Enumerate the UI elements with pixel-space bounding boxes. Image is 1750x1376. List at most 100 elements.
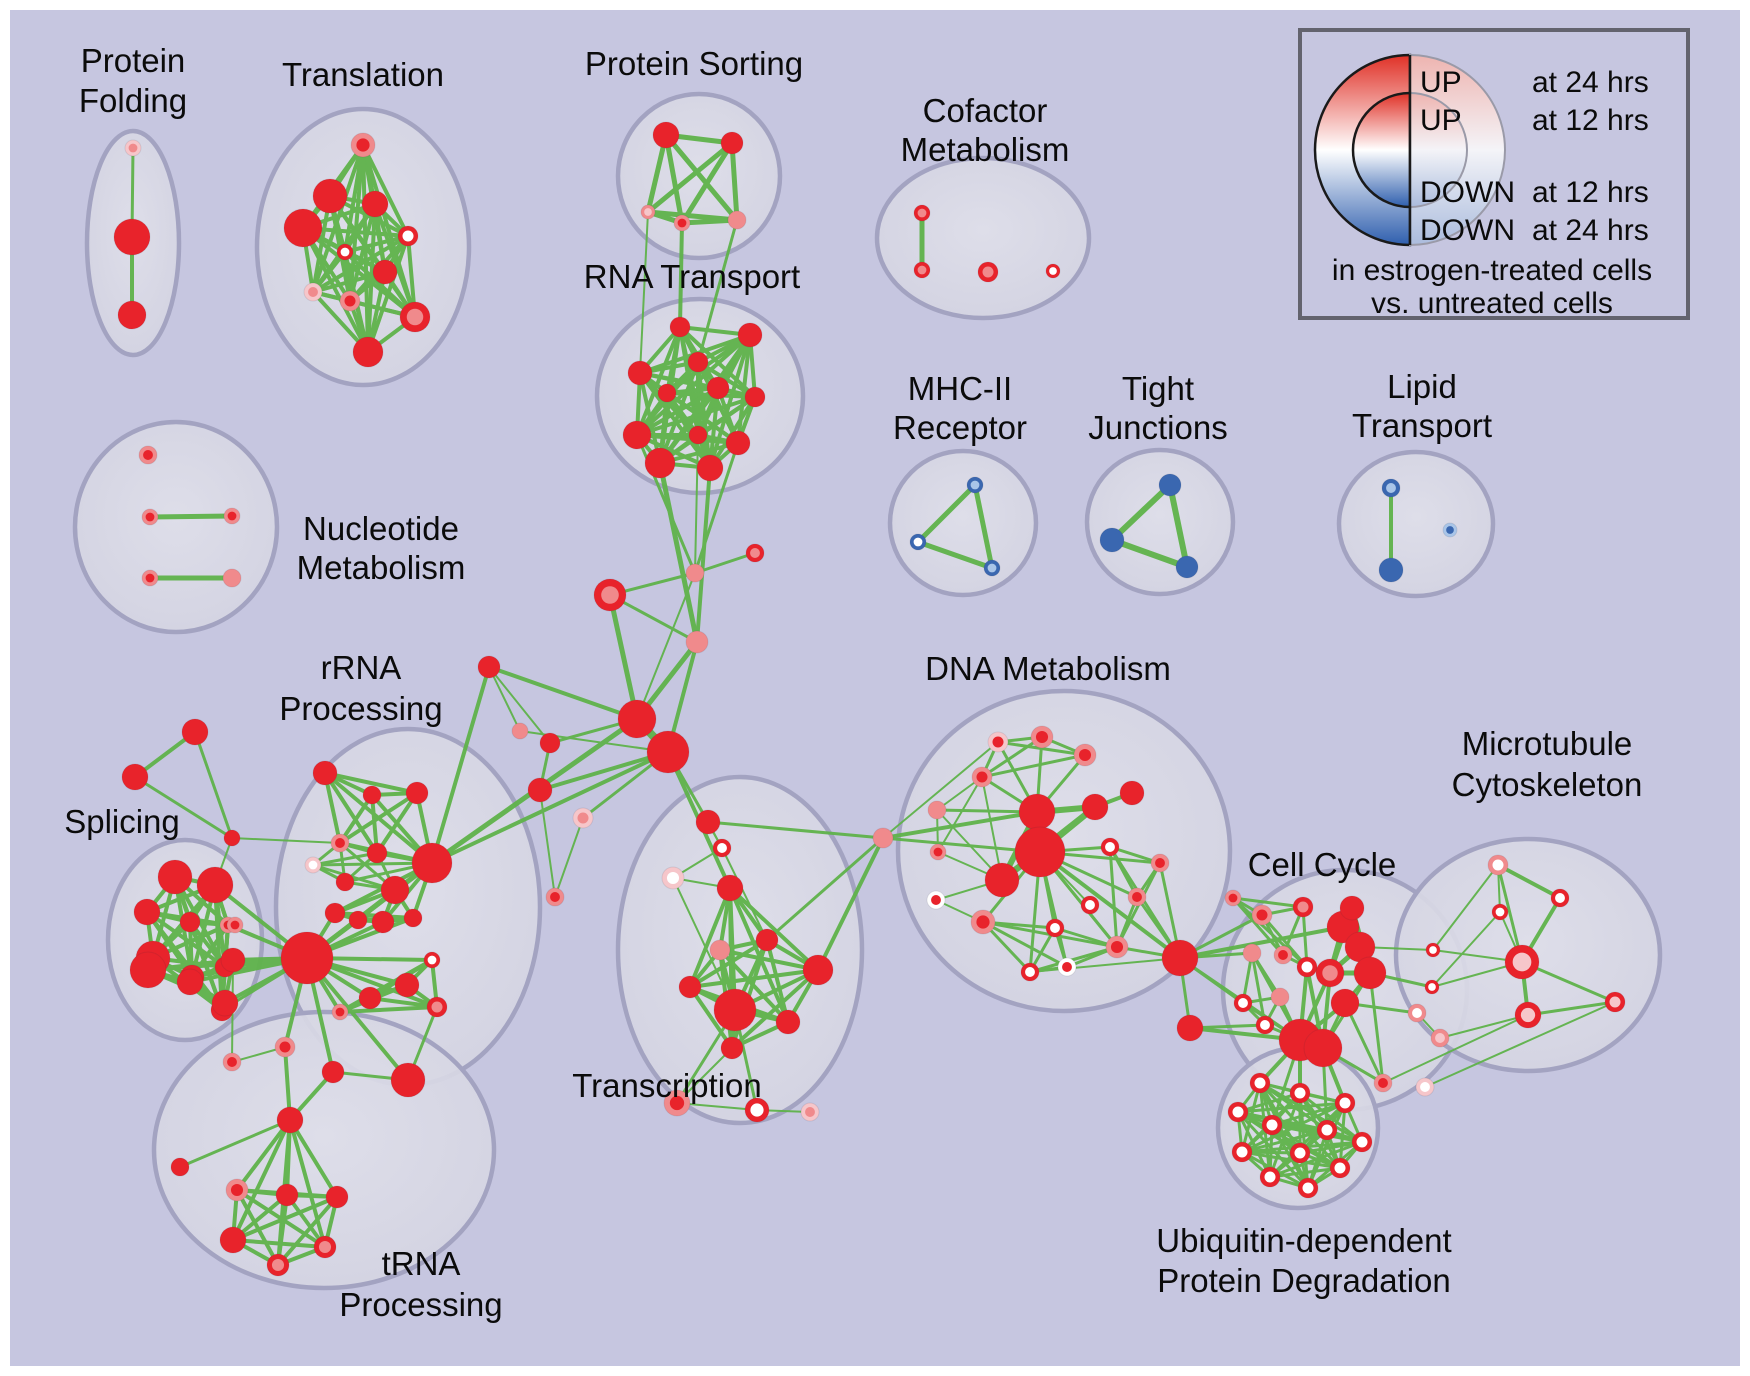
gene-node: [1249, 1072, 1271, 1094]
edge: [915, 482, 978, 545]
edge: [721, 847, 768, 941]
edge: [538, 750, 670, 792]
gene-node: [1289, 1142, 1311, 1164]
gene-node: [1081, 793, 1109, 821]
edge: [1496, 863, 1562, 900]
gene-node: [266, 1253, 290, 1277]
gene-node: [687, 351, 709, 373]
edge: [193, 730, 234, 840]
edge: [693, 551, 757, 575]
gene-node: [744, 386, 766, 408]
gene-node: [312, 760, 338, 786]
gene-node: [222, 1052, 242, 1072]
edge: [338, 793, 374, 845]
gene-node: [706, 376, 730, 400]
gene-node: [663, 1089, 691, 1117]
cluster-label-nucleotide-metabolism: Metabolism: [297, 549, 466, 586]
edge: [645, 132, 669, 215]
gene-node: [138, 445, 158, 465]
edge: [688, 968, 820, 989]
cluster-label-cofactor-metabolism: Metabolism: [901, 131, 1070, 168]
cluster-label-trna-processing: Processing: [339, 1286, 502, 1323]
gene-node: [1242, 943, 1262, 963]
edge: [554, 817, 584, 898]
edge: [882, 741, 999, 839]
gene-node: [1176, 1014, 1204, 1042]
edge: [1424, 1001, 1616, 1088]
gene-node: [181, 718, 209, 746]
gene-node: [225, 1178, 249, 1202]
gene-node: [1316, 1119, 1338, 1141]
edge: [368, 996, 439, 1009]
gene-node: [1487, 854, 1509, 876]
edge: [636, 572, 696, 720]
legend-direction-label: UP: [1420, 104, 1462, 137]
gene-node: [1150, 853, 1170, 873]
gene-node: [157, 859, 193, 895]
cluster-label-dna-metabolism: DNA Metabolism: [925, 650, 1171, 687]
edge: [696, 218, 739, 364]
legend-time-label: at 24 hrs: [1532, 66, 1649, 99]
edge: [231, 837, 341, 844]
edge: [694, 434, 699, 574]
legend-direction-label: DOWN: [1420, 214, 1515, 247]
gene-node: [511, 722, 529, 740]
edge: [1439, 1014, 1529, 1039]
cluster-ellipse-mhc-ii-receptor: [887, 448, 1039, 598]
cluster-ellipse-nucleotide-metabolism: [72, 419, 280, 635]
gene-node: [1045, 918, 1065, 938]
gene-node: [170, 1157, 190, 1177]
edge: [430, 665, 491, 865]
gene-node: [913, 204, 931, 222]
edge: [607, 592, 640, 722]
edge: [718, 948, 820, 972]
gene-node: [966, 476, 984, 494]
gene-node: [179, 911, 201, 933]
gene-node: [1233, 993, 1253, 1013]
network-nodes: [113, 121, 1626, 1277]
gene-node: [280, 931, 334, 985]
gene-node: [1127, 887, 1147, 907]
gene-node: [336, 243, 354, 261]
cluster-label-trna-processing: tRNA: [382, 1245, 461, 1282]
edge: [708, 333, 752, 470]
gene-node: [872, 827, 894, 849]
edge: [311, 851, 379, 867]
gene-node: [124, 139, 142, 157]
gene-node: [361, 190, 389, 218]
edge: [235, 1118, 292, 1192]
edge: [147, 513, 235, 520]
edge: [323, 771, 419, 795]
edge: [665, 391, 712, 470]
gene-node: [539, 732, 561, 754]
gene-node: [371, 910, 395, 934]
gene-node: [366, 842, 388, 864]
gene-node: [913, 261, 931, 279]
edge: [688, 938, 769, 989]
gene-node: [313, 1235, 337, 1259]
cluster-label-lipid-transport: Lipid: [1387, 368, 1457, 405]
gene-node: [1604, 991, 1626, 1013]
gene-node: [929, 843, 947, 861]
gene-node: [1014, 826, 1066, 878]
edge: [679, 217, 740, 226]
gene-node: [397, 225, 419, 247]
edge: [657, 460, 700, 645]
legend-gradient-circle: [1409, 91, 1468, 209]
legend-time-label: at 24 hrs: [1532, 214, 1649, 247]
gene-node: [1073, 743, 1097, 767]
gene-node: [1259, 1166, 1281, 1188]
gene-node: [113, 218, 151, 256]
edge: [1382, 1014, 1529, 1084]
gene-node: [1373, 1073, 1393, 1093]
cluster-label-protein-folding: Protein: [81, 42, 186, 79]
gene-node: [1430, 1028, 1450, 1048]
cluster-label-transcription: Transcription: [572, 1067, 762, 1104]
gene-node: [1080, 895, 1100, 915]
gene-node: [1550, 888, 1570, 908]
cluster-label-microtubule-cytoskeleton: Cytoskeleton: [1452, 766, 1643, 803]
gene-node: [1224, 889, 1242, 907]
gene-node: [1175, 555, 1199, 579]
legend-time-label: at 12 hrs: [1532, 104, 1649, 137]
